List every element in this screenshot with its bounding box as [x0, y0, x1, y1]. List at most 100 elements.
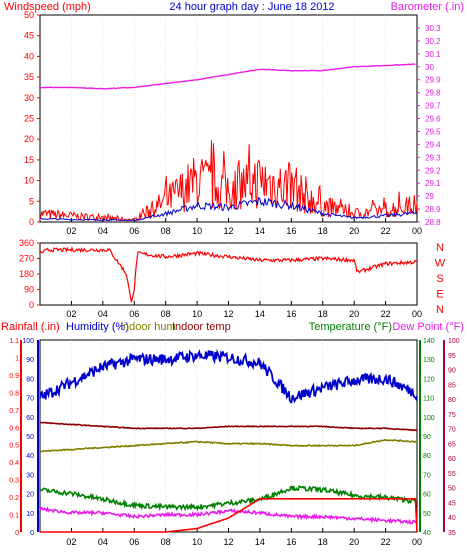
wind-direction-x-tick-label: 02	[66, 309, 76, 319]
rain-tick-label: 0.8	[9, 390, 19, 397]
multi-x-tick-label: 18	[318, 537, 328, 547]
windspeed-tick-label: 20	[24, 134, 34, 144]
series-humidity-line	[39, 349, 418, 404]
rain-tick-label: 1.1	[9, 338, 19, 345]
dewpoint-tick-label: 90	[448, 368, 456, 375]
wind-baro-x-tick-label: 18	[318, 226, 328, 236]
series-indoor-hum-line	[39, 438, 418, 453]
windspeed-tick-label: 0	[29, 217, 34, 227]
wind-direction-tick-label: 180	[19, 269, 34, 279]
rain-tick-label: 0.9	[9, 373, 19, 380]
multi-x-tick-label: 00	[412, 537, 422, 547]
windspeed-tick-label: 45	[24, 31, 34, 41]
dewpoint-tick-label: 95	[448, 353, 456, 360]
wind-direction-x-tick-label: 06	[129, 309, 139, 319]
rain-tick-label: 0.4	[9, 460, 19, 467]
dewpoint-tick-label: 80	[448, 397, 456, 404]
panel-multi-grid	[71, 340, 386, 532]
multi-x-tick-label: 22	[381, 537, 391, 547]
rain-tick-label: 0.1	[9, 513, 19, 520]
temperature-tick-label: 80	[423, 453, 431, 460]
compass-label: E	[436, 289, 443, 301]
barometer-tick-label: 29.4	[425, 140, 441, 149]
multi-header-label: Humidity (%)	[66, 321, 129, 333]
wind-direction-tick-label: 270	[19, 254, 34, 264]
barometer-tick-label: 30	[425, 63, 434, 72]
dewpoint-tick-label: 55	[448, 471, 456, 478]
multi-x-tick-label: 12	[223, 537, 233, 547]
wind-direction-x-tick-label: 14	[255, 309, 265, 319]
humidity-tick-label: 0	[30, 530, 34, 537]
windspeed-tick-label: 10	[24, 176, 34, 186]
panel-wind-baro-x-ticks: 02 04 06 08 10 12 14 16 18 20 22 00	[66, 218, 422, 236]
barometer-tick-label: 30.3	[425, 24, 441, 33]
panel-wind-direction-series	[39, 246, 418, 303]
barometer-tick-label: 29.2	[425, 166, 441, 175]
barometer-tick-label: 28.8	[425, 218, 441, 227]
compass-label: N	[436, 304, 444, 316]
temperature-tick-label: 60	[423, 492, 431, 499]
windspeed-tick-label: 35	[24, 72, 34, 82]
barometer-tick-label: 29.7	[425, 102, 441, 111]
temperature-tick-label: 110	[423, 396, 434, 403]
temperature-tick-label: 130	[423, 357, 435, 364]
panel-multi-x-ticks: 02 04 06 08 10 12 14 16 18 20 22 00	[66, 528, 422, 547]
multi-header-label: Indoor temp	[172, 321, 231, 333]
dewpoint-tick-label: 60	[448, 456, 456, 463]
dewpoint-tick-label: 50	[448, 486, 456, 493]
series-dew-point-line	[39, 506, 418, 525]
barometer-tick-label: 29	[425, 192, 434, 201]
series-temperature-line	[39, 485, 418, 512]
wind-direction-x-tick-label: 08	[161, 309, 171, 319]
panel-wind-direction-grid	[71, 243, 386, 305]
dewpoint-tick-label: 40	[448, 515, 456, 522]
wind-baro-x-tick-label: 16	[286, 226, 296, 236]
dewpoint-tick-label: 65	[448, 441, 456, 448]
barometer-tick-label: 30.2	[425, 37, 441, 46]
multi-x-tick-label: 20	[349, 537, 359, 547]
barometer-tick-label: 29.9	[425, 76, 441, 85]
multi-x-tick-label: 06	[129, 537, 139, 547]
dewpoint-tick-label: 35	[448, 530, 456, 537]
windspeed-tick-label: 40	[24, 51, 34, 61]
windspeed-tick-label: 15	[24, 155, 34, 165]
compass-label: W	[435, 258, 446, 270]
temperature-tick-label: 120	[423, 376, 435, 383]
dewpoint-tick-label: 45	[448, 500, 456, 507]
wind-direction-x-tick-label: 04	[98, 309, 108, 319]
compass-label: N	[436, 242, 444, 254]
multi-header-label: Dew Point (°F)	[392, 321, 464, 333]
wind-baro-x-tick-label: 08	[161, 226, 171, 236]
panel-multi-header: Rainfall (.in) Humidity (%)Indoor humIndo…	[1, 321, 464, 333]
rain-tick-label: 0.7	[9, 408, 19, 415]
barometer-tick-label: 29.6	[425, 115, 441, 124]
dewpoint-tick-label: 100	[448, 338, 460, 345]
windspeed-tick-label: 5	[29, 196, 34, 206]
multi-x-tick-label: 02	[66, 537, 76, 547]
dewpoint-tick-label: 75	[448, 412, 456, 419]
temperature-tick-label: 40	[423, 530, 431, 537]
compass-label: S	[436, 273, 443, 285]
wind-direction-tick-label: 90	[24, 285, 34, 295]
humidity-tick-label: 100	[22, 338, 34, 345]
wind-baro-x-tick-label: 04	[98, 226, 108, 236]
barometer-tick-label: 28.9	[425, 205, 441, 214]
barometer-tick-label: 30.1	[425, 50, 441, 59]
barometer-tick-label: 29.5	[425, 127, 441, 136]
rain-tick-label: 0.6	[9, 425, 19, 432]
wind-direction-ticks: 0 90 180 270 360	[19, 238, 40, 310]
multi-x-tick-label: 08	[161, 537, 171, 547]
series-rainfall-line	[40, 497, 418, 533]
wind-baro-x-tick-label: 00	[412, 226, 422, 236]
humidity-tick-label: 40	[26, 453, 34, 460]
wind-direction-x-tick-label: 18	[318, 309, 328, 319]
windspeed-axis-label: Windspeed (mph)	[4, 1, 91, 13]
rain-tick-label: 0	[15, 530, 19, 537]
temperature-tick-label: 140	[423, 338, 435, 345]
barometer-ticks: 28.8 28.9 29 29.1 29.2 29.3 29.4 29.5 29.6 29.7 29…	[417, 24, 441, 227]
temperature-tick-label: 70	[423, 472, 431, 479]
wind-baro-x-tick-label: 20	[349, 226, 359, 236]
multi-x-tick-label: 16	[286, 537, 296, 547]
barometer-tick-label: 29.1	[425, 179, 441, 188]
